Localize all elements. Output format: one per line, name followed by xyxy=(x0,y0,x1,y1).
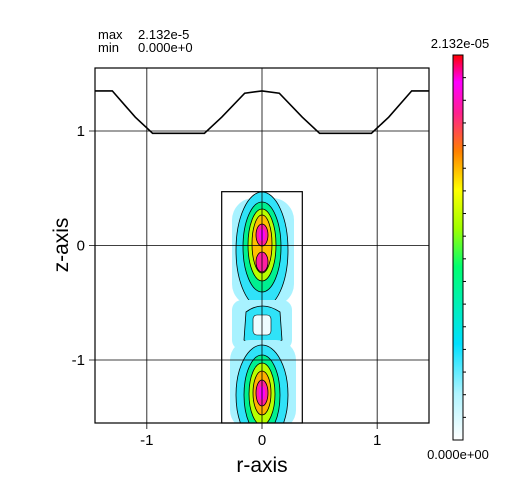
info-min-label: min xyxy=(98,40,119,55)
x-tick-label: 0 xyxy=(258,432,266,449)
y-tick-label: -1 xyxy=(72,352,85,369)
colorbar-ticks xyxy=(463,77,466,418)
info-min-value: 0.000e+0 xyxy=(138,40,193,55)
x-axis-label: r-axis xyxy=(236,454,287,477)
y-tick-label: 0 xyxy=(77,238,85,255)
colorbar-min-label: 0.000e+00 xyxy=(427,447,489,462)
x-tick-label: 1 xyxy=(373,432,381,449)
info-max-label: max xyxy=(98,27,123,42)
x-tick-label: -1 xyxy=(140,432,153,449)
colorbar-max-label: 2.132e-05 xyxy=(431,36,490,51)
tick-layer: -1 0 1 -1 0 1 xyxy=(72,123,382,449)
boundary-curve xyxy=(95,90,429,135)
plot-frame xyxy=(94,67,430,424)
y-axis-label: z-axis xyxy=(50,218,73,273)
y-tick-label: 1 xyxy=(77,123,85,140)
field-layer xyxy=(230,191,296,423)
colorbar xyxy=(452,54,464,441)
info-max-value: 2.132e-5 xyxy=(138,27,189,42)
